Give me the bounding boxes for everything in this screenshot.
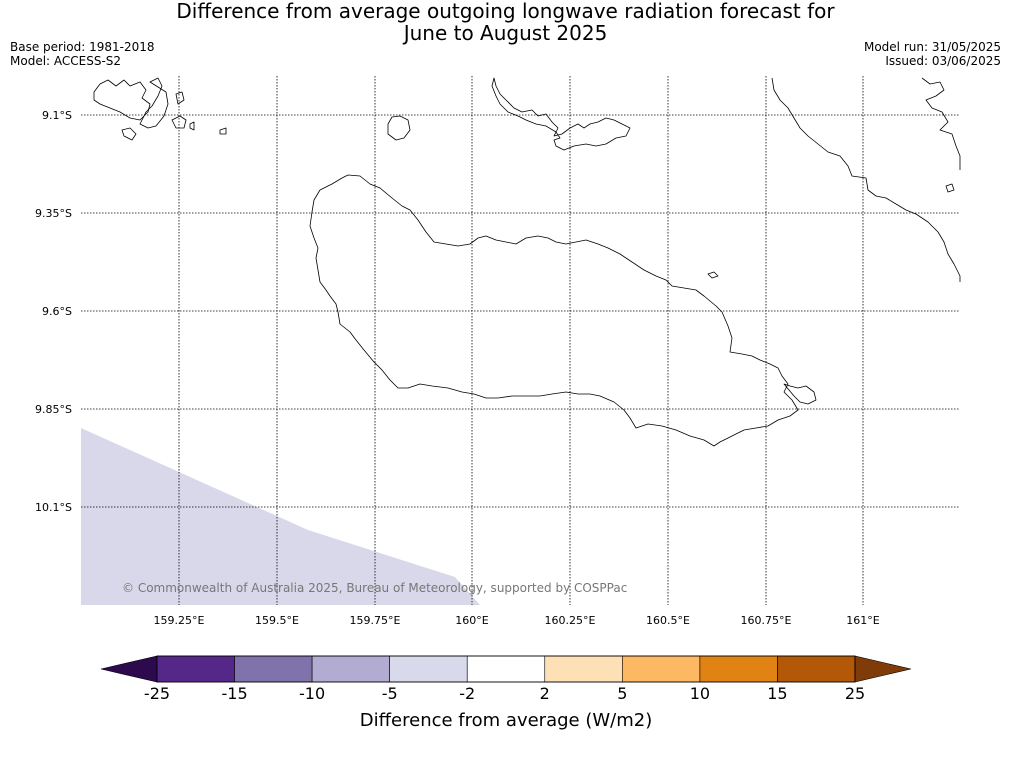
russell-island-4-coastline bbox=[171, 115, 187, 129]
malaita-north-coastline bbox=[921, 77, 961, 170]
marau-islets-coastline bbox=[783, 383, 817, 405]
map-title: Difference from average outgoing longwav… bbox=[0, 0, 1011, 44]
guadalcanal-coastline bbox=[309, 174, 799, 447]
colorbar-tick-labels: -25 -15 -10 -5 -2 2 5 10 15 25 bbox=[144, 684, 865, 703]
base-period: Base period: 1981-2018 bbox=[10, 40, 155, 54]
lon-label-8: 161°E bbox=[846, 614, 879, 627]
lon-label-7: 160.75°E bbox=[741, 614, 792, 627]
lat-label-3: 9.6°S bbox=[42, 305, 72, 318]
colorbar-tick-label: 15 bbox=[767, 684, 787, 703]
map-panel: 9.1°S 9.35°S 9.6°S 9.85°S 10.1°S 159.25°… bbox=[35, 76, 961, 627]
lon-label-4: 160°E bbox=[455, 614, 488, 627]
russell-island-7-coastline bbox=[189, 121, 195, 131]
colorbar-frame bbox=[156, 655, 856, 683]
colorbar-bin bbox=[234, 655, 313, 683]
model-name: Model: ACCESS-S2 bbox=[10, 54, 122, 68]
colorbar-title: Difference from average (W/m2) bbox=[360, 710, 652, 731]
lon-label-5: 160.25°E bbox=[545, 614, 596, 627]
russell-island-2-coastline bbox=[139, 77, 169, 129]
colorbar-tick-label: -2 bbox=[459, 684, 475, 703]
title-line-1: Difference from average outgoing longwav… bbox=[176, 0, 835, 23]
russell-island-5-coastline bbox=[175, 91, 185, 105]
colorbar-over-arrow bbox=[854, 655, 912, 683]
copyright-notice: © Commonwealth of Australia 2025, Bureau… bbox=[122, 581, 627, 595]
colorbar-tick-label: -15 bbox=[221, 684, 247, 703]
nggela-islands-coastline bbox=[491, 77, 631, 151]
colorbar-tick-label: -25 bbox=[144, 684, 170, 703]
colorbar-under-arrow bbox=[100, 655, 158, 683]
colorbar-bin bbox=[466, 655, 546, 683]
metadata-left: Base period: 1981-2018 Model: ACCESS-S2 bbox=[10, 40, 155, 68]
metadata-right: Model run: 31/05/2025 Issued: 03/06/2025 bbox=[864, 40, 1001, 68]
lat-label-1: 9.1°S bbox=[42, 109, 72, 122]
malaita-coastline bbox=[771, 77, 961, 282]
russell-island-3-coastline bbox=[121, 127, 137, 141]
coastlines bbox=[93, 77, 961, 447]
savo-island-coastline bbox=[387, 115, 411, 141]
lon-label-3: 159.75°E bbox=[350, 614, 401, 627]
colorbar-tick-label: 2 bbox=[540, 684, 550, 703]
colorbar-bin bbox=[389, 655, 468, 683]
colorbar-bin bbox=[544, 655, 623, 683]
lon-label-2: 159.5°E bbox=[255, 614, 299, 627]
lon-label-6: 160.5°E bbox=[646, 614, 690, 627]
gridlines bbox=[81, 76, 960, 605]
colorbar-legend: -25 -15 -10 -5 -2 2 5 10 15 25 Difference from av… bbox=[100, 655, 912, 731]
title-line-2: June to August 2025 bbox=[403, 21, 608, 45]
russell-island-6-coastline bbox=[219, 127, 227, 135]
colorbar-bin bbox=[777, 655, 856, 683]
colorbar-bin bbox=[699, 655, 778, 683]
colorbar-bins bbox=[156, 655, 856, 683]
small-island-coastline bbox=[707, 271, 719, 279]
colorbar-bin bbox=[156, 655, 235, 683]
longitude-labels: 159.25°E 159.5°E 159.75°E 160°E 160.25°E… bbox=[154, 614, 880, 627]
colorbar-tick-label: -5 bbox=[382, 684, 398, 703]
lon-label-1: 159.25°E bbox=[154, 614, 205, 627]
colorbar-bin bbox=[622, 655, 701, 683]
colorbar-tick-label: -10 bbox=[299, 684, 325, 703]
malaita-islet-1-coastline bbox=[945, 183, 955, 193]
lat-label-2: 9.35°S bbox=[35, 207, 72, 220]
lat-label-5: 10.1°S bbox=[35, 501, 72, 514]
colorbar-tick-label: 5 bbox=[617, 684, 627, 703]
issued-date: Issued: 03/06/2025 bbox=[885, 54, 1001, 68]
latitude-labels: 9.1°S 9.35°S 9.6°S 9.85°S 10.1°S bbox=[35, 109, 72, 514]
colorbar-tick-label: 25 bbox=[845, 684, 865, 703]
russell-islands-coastline bbox=[93, 79, 151, 121]
lat-label-4: 9.85°S bbox=[35, 403, 72, 416]
forecast-field-area bbox=[81, 428, 480, 605]
colorbar-bin bbox=[311, 655, 390, 683]
model-run-date: Model run: 31/05/2025 bbox=[863, 40, 1001, 54]
colorbar-tick-label: 10 bbox=[690, 684, 710, 703]
